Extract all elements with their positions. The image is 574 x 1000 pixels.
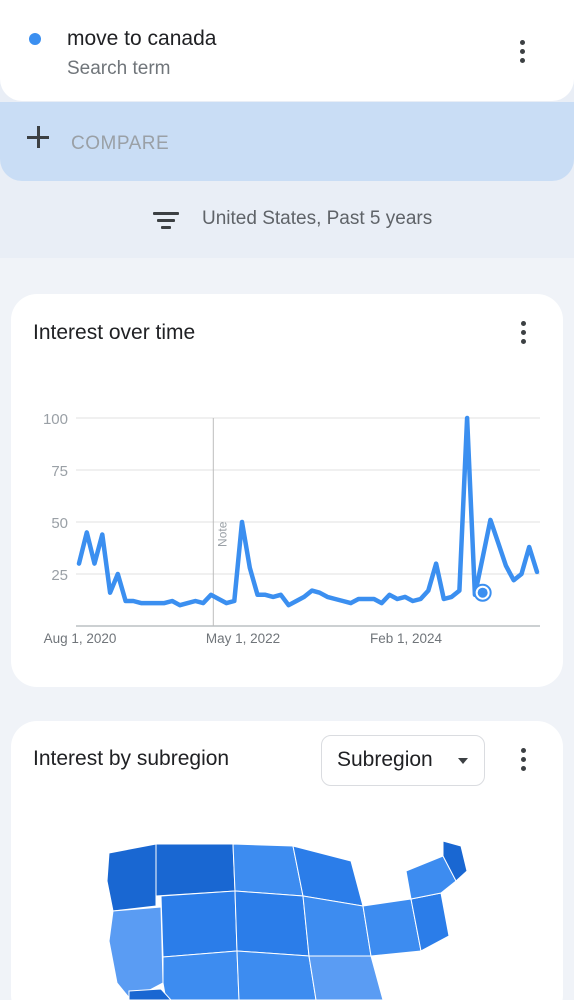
note-label: Note [215,521,229,547]
x-tick-label: Feb 1, 2024 [370,631,443,646]
search-term-text: move to canada [67,27,217,50]
map-region-plains [234,890,310,957]
map-region-mountain-north [155,843,236,897]
compare-label: COMPARE [71,133,170,154]
more-vert-icon[interactable] [510,37,534,67]
card-title: Interest over time [33,321,196,344]
map-region-new-england [442,840,468,882]
y-tick-label: 25 [51,567,68,584]
interest-over-time-card: Interest over time 100 75 50 25 Aug 1, 2020 M… [11,294,563,687]
filter-row[interactable]: United States, Past 5 years [0,195,574,245]
us-map[interactable] [11,721,563,1000]
card-title: Interest by subregion [33,747,230,770]
x-tick-label: Aug 1, 2020 [44,631,117,646]
map-region-northeast [405,855,457,900]
plus-icon [27,125,51,149]
search-term-subtitle: Search term [67,58,171,79]
map-region-plains-north [232,843,304,897]
series-line [76,415,540,608]
map-region-southeast [308,955,384,1000]
series-color-dot [29,33,41,45]
more-vert-icon[interactable] [511,745,535,775]
y-tick-label: 75 [51,463,68,480]
more-vert-icon[interactable] [511,318,535,348]
dropdown-arrow-icon [458,758,468,764]
subregion-dropdown[interactable]: Subregion [321,735,485,786]
filter-icon [153,210,179,230]
search-term-card[interactable]: move to canada Search term [0,0,574,101]
map-region-southwest [162,950,240,1000]
map-region-mountain [160,890,238,958]
map-region-pacific-coast [108,906,164,1000]
y-tick-label: 100 [43,411,68,428]
map-region-alaska [128,988,172,1000]
y-tick-label: 50 [51,515,68,532]
map-region-south-central [236,950,317,1000]
map-region-west [106,843,157,912]
interest-by-subregion-card: Interest by subregion Subregion [11,721,563,1000]
interest-over-time-chart: 100 75 50 25 Aug 1, 2020 May 1, 2022 Feb 1, 20… [43,411,540,646]
filter-text: United States, Past 5 years [202,208,433,229]
highlight-point [477,587,488,598]
x-tick-label: May 1, 2022 [206,631,280,646]
compare-button[interactable]: COMPARE [0,102,574,181]
subregion-dropdown-label: Subregion [337,748,433,771]
